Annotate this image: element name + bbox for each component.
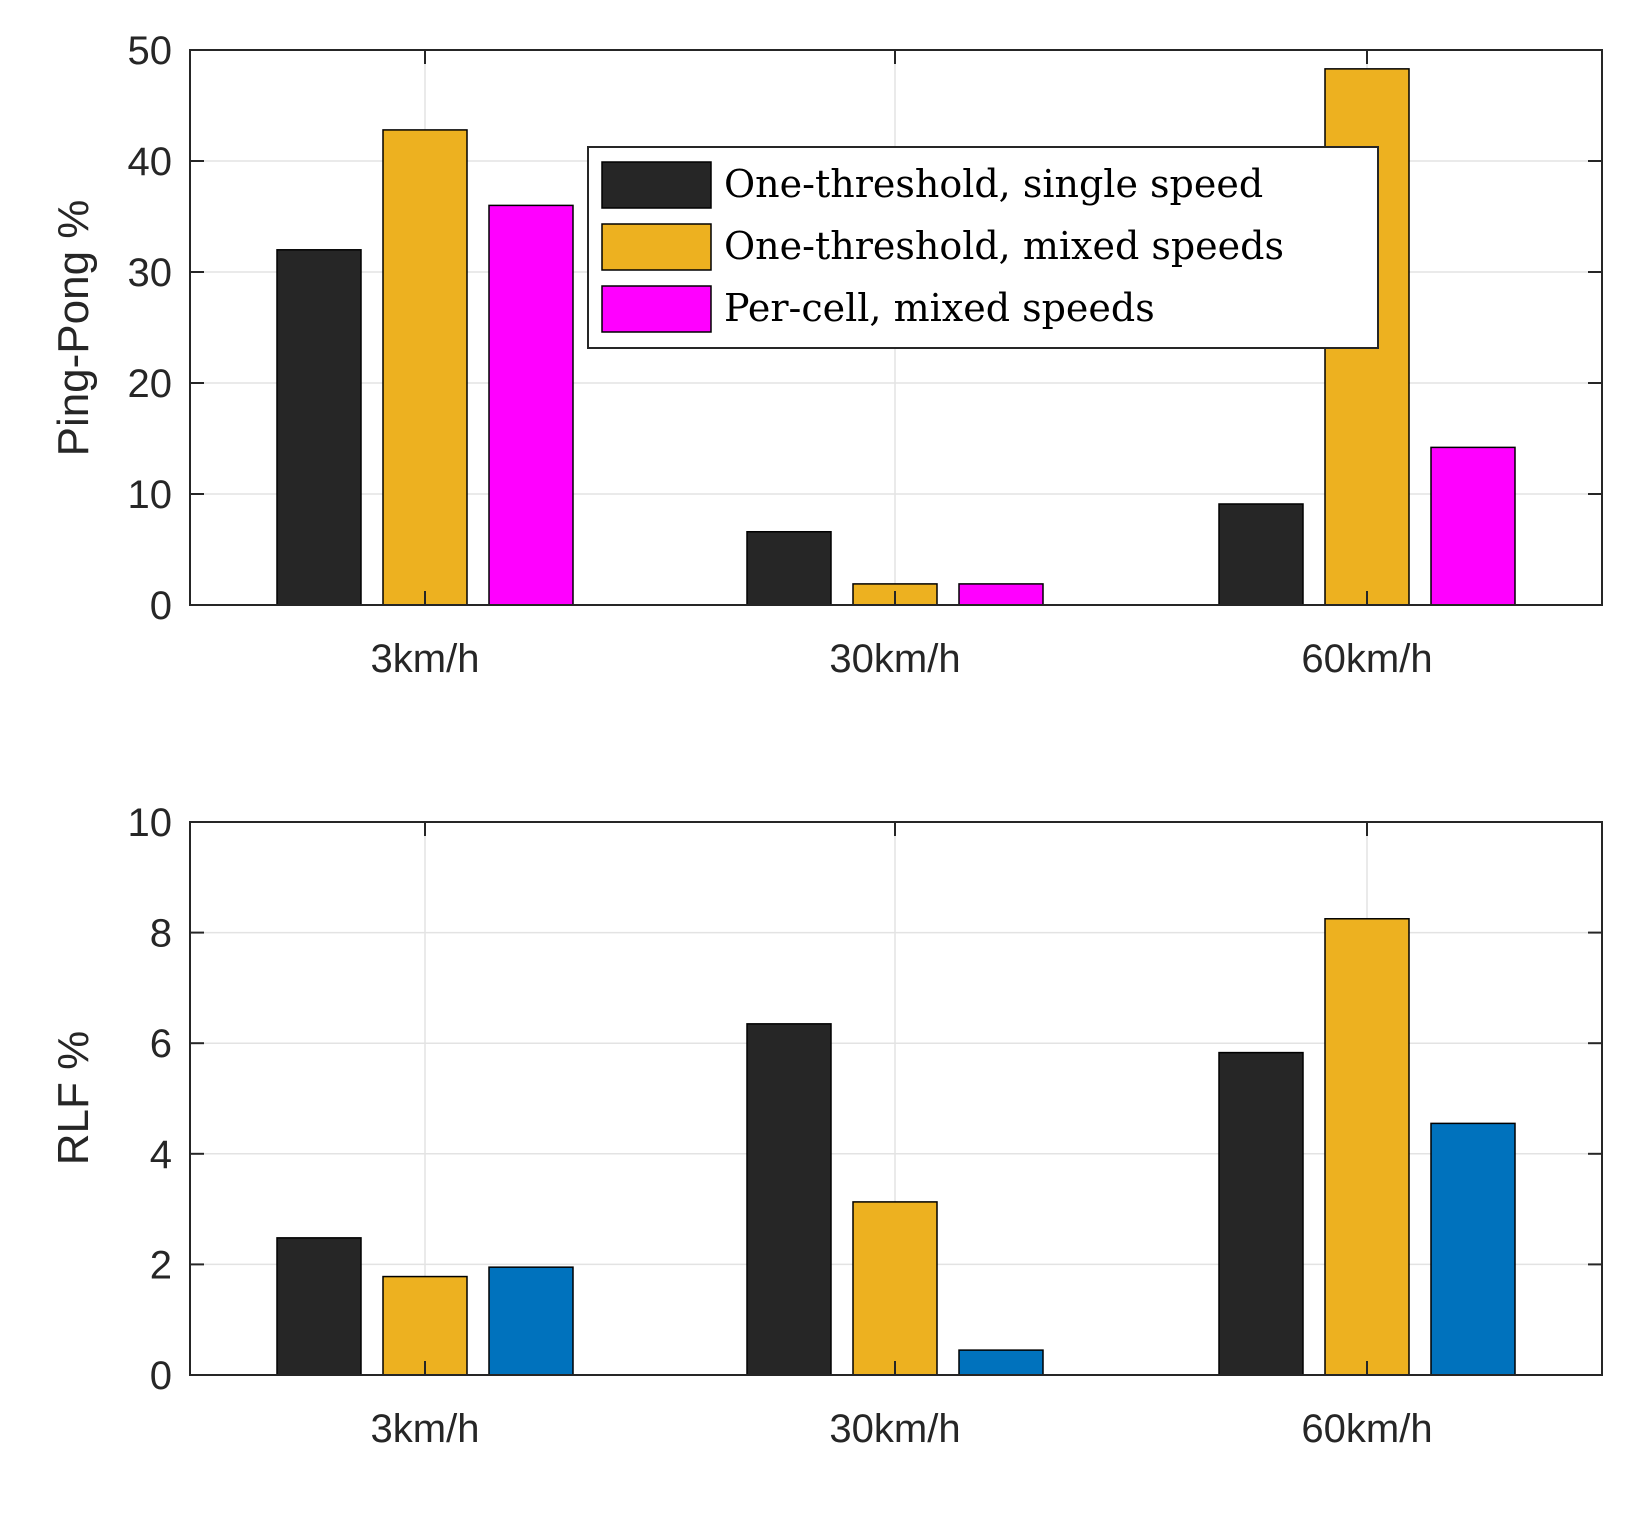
bar — [1218, 1051, 1304, 1376]
y-tick-labels: 0 2 4 6 8 10 — [128, 801, 173, 1398]
legend-swatch — [601, 285, 712, 333]
y-tick-labels: 0 10 20 30 40 50 — [128, 29, 173, 628]
x-tick-label: 30km/h — [829, 637, 960, 681]
y-tick-label: 0 — [150, 1354, 172, 1398]
bar — [382, 129, 468, 606]
x-tick-label: 3km/h — [371, 637, 480, 681]
bar — [1218, 503, 1304, 606]
bar — [276, 249, 362, 606]
y-axis-label: Ping-Pong % — [49, 200, 98, 457]
bars — [276, 918, 1516, 1376]
x-tick-label: 60km/h — [1301, 1407, 1432, 1451]
bar — [1324, 918, 1410, 1376]
y-tick-label: 4 — [150, 1133, 172, 1177]
y-axis-label: RLF % — [49, 1031, 98, 1165]
legend-entry: Per-cell, mixed speeds — [724, 286, 1155, 330]
y-tick-label: 30 — [128, 251, 173, 295]
legend-swatch — [601, 161, 712, 209]
y-tick-label: 10 — [128, 801, 173, 845]
y-tick-label: 50 — [128, 29, 173, 73]
x-tick-labels: 3km/h 30km/h 60km/h — [371, 1407, 1433, 1451]
ticks — [190, 821, 1602, 1376]
bar — [852, 1201, 938, 1376]
bar — [382, 1275, 468, 1376]
y-tick-label: 2 — [150, 1243, 172, 1287]
y-tick-label: 10 — [128, 473, 173, 517]
ping-pong-chart: 0 10 20 30 40 50 3km/h 30km/h 60km/h Ping-Pong … — [49, 29, 1603, 681]
x-tick-label: 30km/h — [829, 1407, 960, 1451]
x-tick-labels: 3km/h 30km/h 60km/h — [371, 637, 1433, 681]
y-tick-label: 8 — [150, 912, 172, 956]
bar — [958, 1349, 1044, 1376]
bar — [276, 1237, 362, 1376]
y-tick-label: 0 — [150, 584, 172, 628]
bar — [488, 1266, 574, 1376]
x-tick-label: 3km/h — [371, 1407, 480, 1451]
rlf-chart: 0 2 4 6 8 10 3km/h 30km/h 60km/h RLF % — [49, 801, 1603, 1451]
y-tick-label: 40 — [128, 140, 173, 184]
ticks — [190, 49, 1602, 606]
x-tick-label: 60km/h — [1301, 637, 1432, 681]
bar — [958, 583, 1044, 606]
legend-entry: One-threshold, single speed — [724, 162, 1263, 206]
y-tick-label: 6 — [150, 1022, 172, 1066]
legend-entry: One-threshold, mixed speeds — [724, 224, 1284, 268]
y-tick-label: 20 — [128, 362, 173, 406]
legend-box — [587, 146, 1379, 349]
bar — [1430, 1122, 1516, 1376]
bar — [746, 530, 832, 606]
bar — [488, 204, 574, 606]
bar — [1430, 446, 1516, 606]
bar — [746, 1023, 832, 1376]
legend: One-threshold, single speed One-threshol… — [587, 146, 1379, 349]
legend-swatch — [601, 223, 712, 271]
